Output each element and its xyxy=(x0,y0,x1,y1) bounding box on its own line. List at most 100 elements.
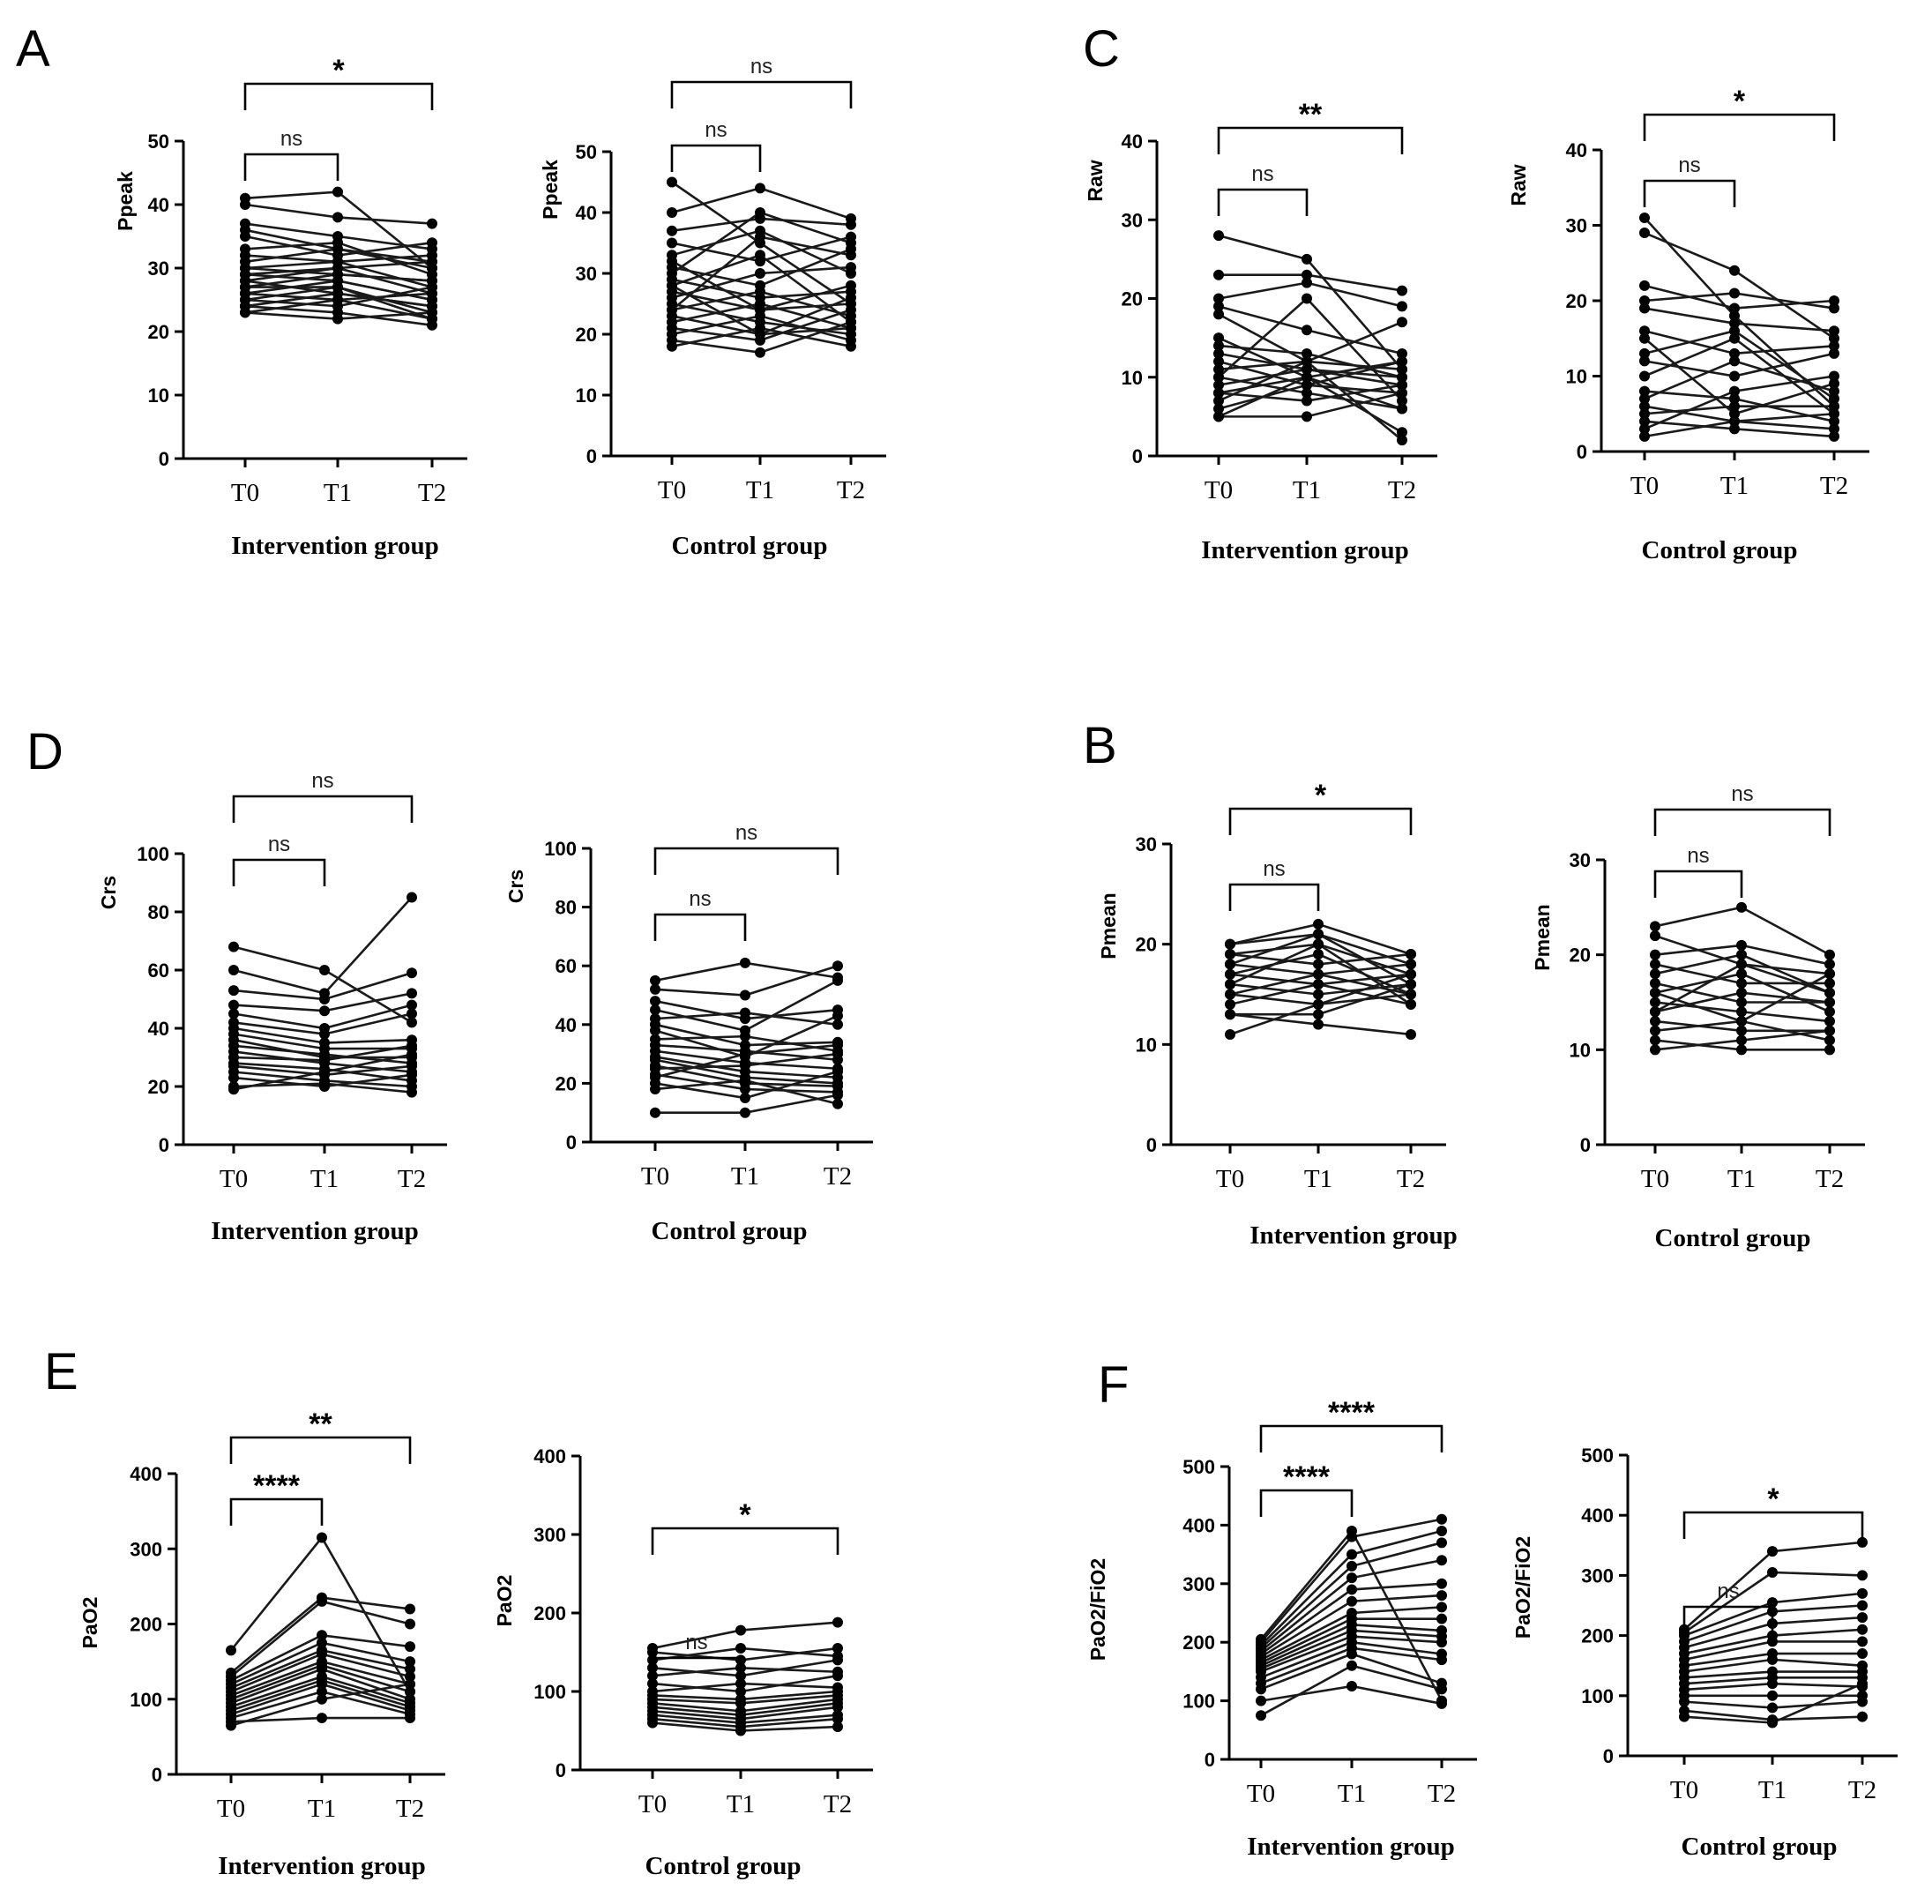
data-point xyxy=(755,183,765,194)
significance-label-t0-t2: * xyxy=(332,54,345,87)
data-point xyxy=(1729,310,1740,322)
significance-label-t0-t2: ns xyxy=(1731,782,1753,806)
data-point xyxy=(1302,411,1312,422)
subplot-B-intervention: 0 10 20 30 T0 T1 T2 Intervention group Pmean ns * xyxy=(1097,779,1458,1250)
data-point xyxy=(1225,968,1235,980)
x-axis-label: Intervention group xyxy=(231,532,439,560)
data-point xyxy=(332,243,343,255)
y-tick-label: 0 xyxy=(1146,1134,1157,1156)
data-point xyxy=(405,1678,415,1690)
data-point xyxy=(1213,230,1224,242)
data-point xyxy=(1313,949,1324,960)
data-point xyxy=(319,1028,330,1040)
y-tick-label: 0 xyxy=(1205,1749,1215,1771)
data-point xyxy=(650,983,660,995)
data-point xyxy=(1857,1536,1868,1548)
data-point xyxy=(1639,430,1650,442)
significance-label-t0-t1: ns xyxy=(1678,153,1700,177)
data-point xyxy=(1225,979,1235,990)
data-point xyxy=(832,1010,843,1021)
y-tick-label: 0 xyxy=(152,1764,162,1786)
significance-bracket-t0-t1 xyxy=(1228,883,1320,911)
data-point xyxy=(832,1701,843,1713)
data-point xyxy=(1729,415,1740,427)
data-point xyxy=(1729,347,1740,359)
data-point xyxy=(1829,430,1839,442)
y-tick-label: 10 xyxy=(148,385,169,407)
data-point xyxy=(1313,929,1324,940)
data-point xyxy=(317,1595,327,1607)
data-point xyxy=(1302,387,1312,399)
data-point xyxy=(226,1645,236,1656)
significance-label-t0-t2: * xyxy=(739,1498,751,1532)
data-point xyxy=(1829,347,1839,359)
significance-bracket-t0-t2 xyxy=(232,795,414,823)
significance-bracket-t0-t2 xyxy=(1653,808,1831,836)
subplot-A-control: 0 10 20 30 40 50 T0 T1 T2 Control group Ppeak ns ns xyxy=(539,55,886,560)
y-axis-label: Ppeak xyxy=(114,171,137,231)
data-point xyxy=(1213,347,1224,359)
x-tick-label: T2 xyxy=(1848,1776,1876,1804)
data-point xyxy=(1213,269,1224,280)
data-point xyxy=(1857,1678,1868,1690)
significance-label-t0-t2: * xyxy=(1315,779,1327,812)
x-axis-label: Control group xyxy=(1642,536,1798,564)
data-point xyxy=(317,1630,327,1641)
data-point xyxy=(240,231,250,242)
y-tick-label: 0 xyxy=(1603,1745,1614,1767)
data-point xyxy=(1639,325,1650,337)
y-tick-label: 40 xyxy=(148,194,169,216)
data-point xyxy=(1767,1717,1778,1729)
data-point xyxy=(1302,277,1312,288)
data-point xyxy=(240,199,250,210)
y-tick-label: 500 xyxy=(1182,1456,1215,1478)
x-tick-label: T0 xyxy=(1205,476,1233,504)
y-tick-label: 100 xyxy=(137,843,169,865)
significance-bracket-t0-t2 xyxy=(670,80,853,108)
data-point xyxy=(1767,1546,1778,1557)
y-tick-label: 20 xyxy=(556,1072,577,1094)
data-point xyxy=(755,329,765,340)
data-point xyxy=(1829,340,1839,352)
data-point xyxy=(1397,363,1407,375)
x-tick-label: T1 xyxy=(1304,1165,1332,1193)
x-tick-label: T2 xyxy=(1820,472,1848,500)
y-tick-label: 400 xyxy=(1581,1505,1614,1527)
data-point xyxy=(1829,385,1839,397)
x-tick-label: T2 xyxy=(1816,1165,1844,1193)
data-point xyxy=(832,1670,843,1682)
y-tick-label: 500 xyxy=(1581,1445,1614,1467)
data-point xyxy=(1824,949,1835,960)
y-axis-label: Ppeak xyxy=(539,160,562,220)
data-point xyxy=(832,1714,843,1725)
data-point xyxy=(1436,1602,1447,1613)
significance-bracket-t0-t1 xyxy=(670,144,762,172)
x-axis-label: Intervention group xyxy=(211,1217,419,1245)
x-tick-label: T0 xyxy=(1641,1165,1669,1193)
data-point xyxy=(1302,325,1312,336)
data-point xyxy=(1346,1549,1357,1560)
subplot-D-intervention: 0 20 40 60 80 100 T0 T1 T2 Intervention group Crs n… xyxy=(97,769,447,1245)
significance-label-t0-t1: ns xyxy=(705,118,727,142)
data-point xyxy=(1313,998,1324,1010)
y-tick-label: 400 xyxy=(130,1463,162,1485)
data-point xyxy=(1436,1613,1447,1624)
x-tick-label: T2 xyxy=(398,1165,426,1193)
significance-bracket-t0-t2 xyxy=(229,1436,412,1464)
significance-label-t0-t2: ** xyxy=(309,1407,332,1441)
significance-bracket-t0-t1 xyxy=(1217,188,1309,216)
data-point xyxy=(1650,997,1660,1008)
data-point xyxy=(228,1084,239,1095)
data-point xyxy=(1346,1648,1357,1660)
x-axis-label: Intervention group xyxy=(218,1852,426,1880)
y-tick-label: 0 xyxy=(159,448,169,470)
significance-label-t0-t1: ns xyxy=(1687,844,1709,868)
data-point xyxy=(1302,371,1312,383)
subplot-E-control: 0 100 200 300 400 T0 T1 T2 Control group PaO2 ns * xyxy=(493,1445,873,1880)
data-point xyxy=(1829,332,1839,344)
significance-label-t0-t2: * xyxy=(1734,85,1746,118)
y-tick-label: 20 xyxy=(148,321,169,343)
data-point xyxy=(1729,332,1740,344)
data-point xyxy=(407,1008,417,1019)
subplot-A-intervention: 0 10 20 30 40 50 T0 T1 T2 Intervention group Ppeak… xyxy=(114,54,467,560)
